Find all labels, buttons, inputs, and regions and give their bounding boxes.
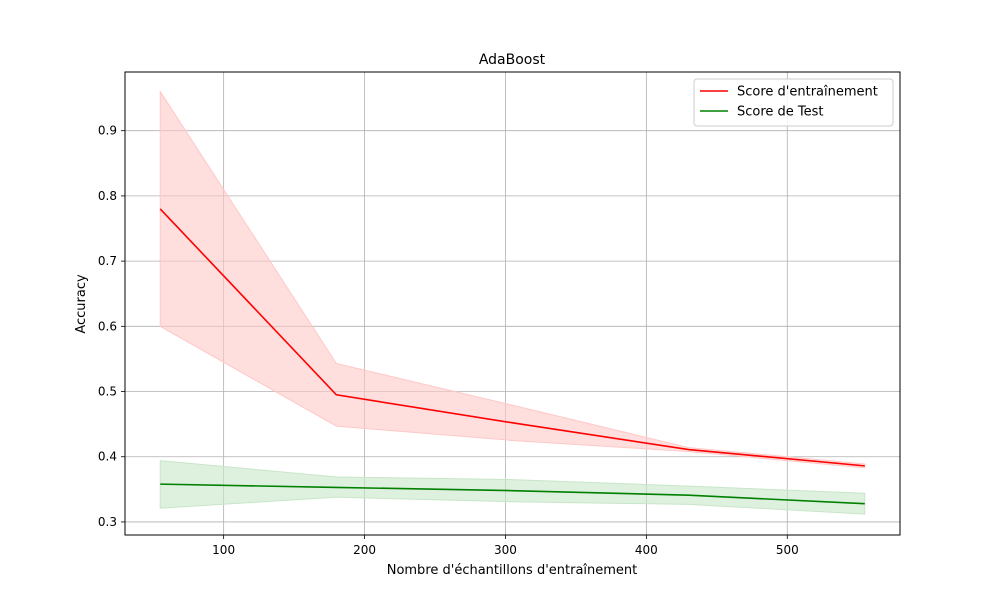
plot-frame	[124, 71, 901, 536]
legend-label: Score de Test	[737, 105, 824, 120]
y-tick-label: 0.4	[98, 450, 117, 464]
y-tick-label: 0.8	[98, 189, 117, 203]
y-tick-label: 0.7	[98, 254, 117, 268]
x-tick-label: 500	[776, 543, 799, 557]
x-tick-label: 200	[353, 543, 376, 557]
y-tick-label: 0.3	[98, 515, 117, 529]
legend: Score d'entraînement Score de Test	[693, 78, 894, 127]
confidence-band-series-0	[159, 89, 866, 469]
y-axis-label: Accuracy	[74, 274, 89, 334]
y-tick-label: 0.6	[98, 319, 117, 333]
x-tick-label: 400	[635, 543, 658, 557]
axis-ticks: 100 200 300 400 500 0.3 0.4 0.5 0.6 0.7 0.8 0.9	[98, 124, 799, 557]
confidence-bands	[159, 89, 866, 515]
confidence-band-series-1	[159, 460, 866, 515]
legend-label: Score d'entraînement	[737, 85, 878, 100]
y-tick-label: 0.5	[98, 385, 117, 399]
chart-title: AdaBoost	[479, 52, 546, 68]
x-tick-label: 300	[494, 543, 517, 557]
x-axis-label: Nombre d'échantillons d'entraînement	[387, 563, 638, 578]
x-tick-label: 100	[212, 543, 235, 557]
series-line-0	[159, 208, 865, 467]
legend-box	[693, 78, 894, 127]
series-lines	[159, 208, 865, 505]
y-tick-label: 0.9	[98, 124, 117, 138]
series-line-1	[160, 483, 865, 505]
grid	[125, 72, 900, 535]
